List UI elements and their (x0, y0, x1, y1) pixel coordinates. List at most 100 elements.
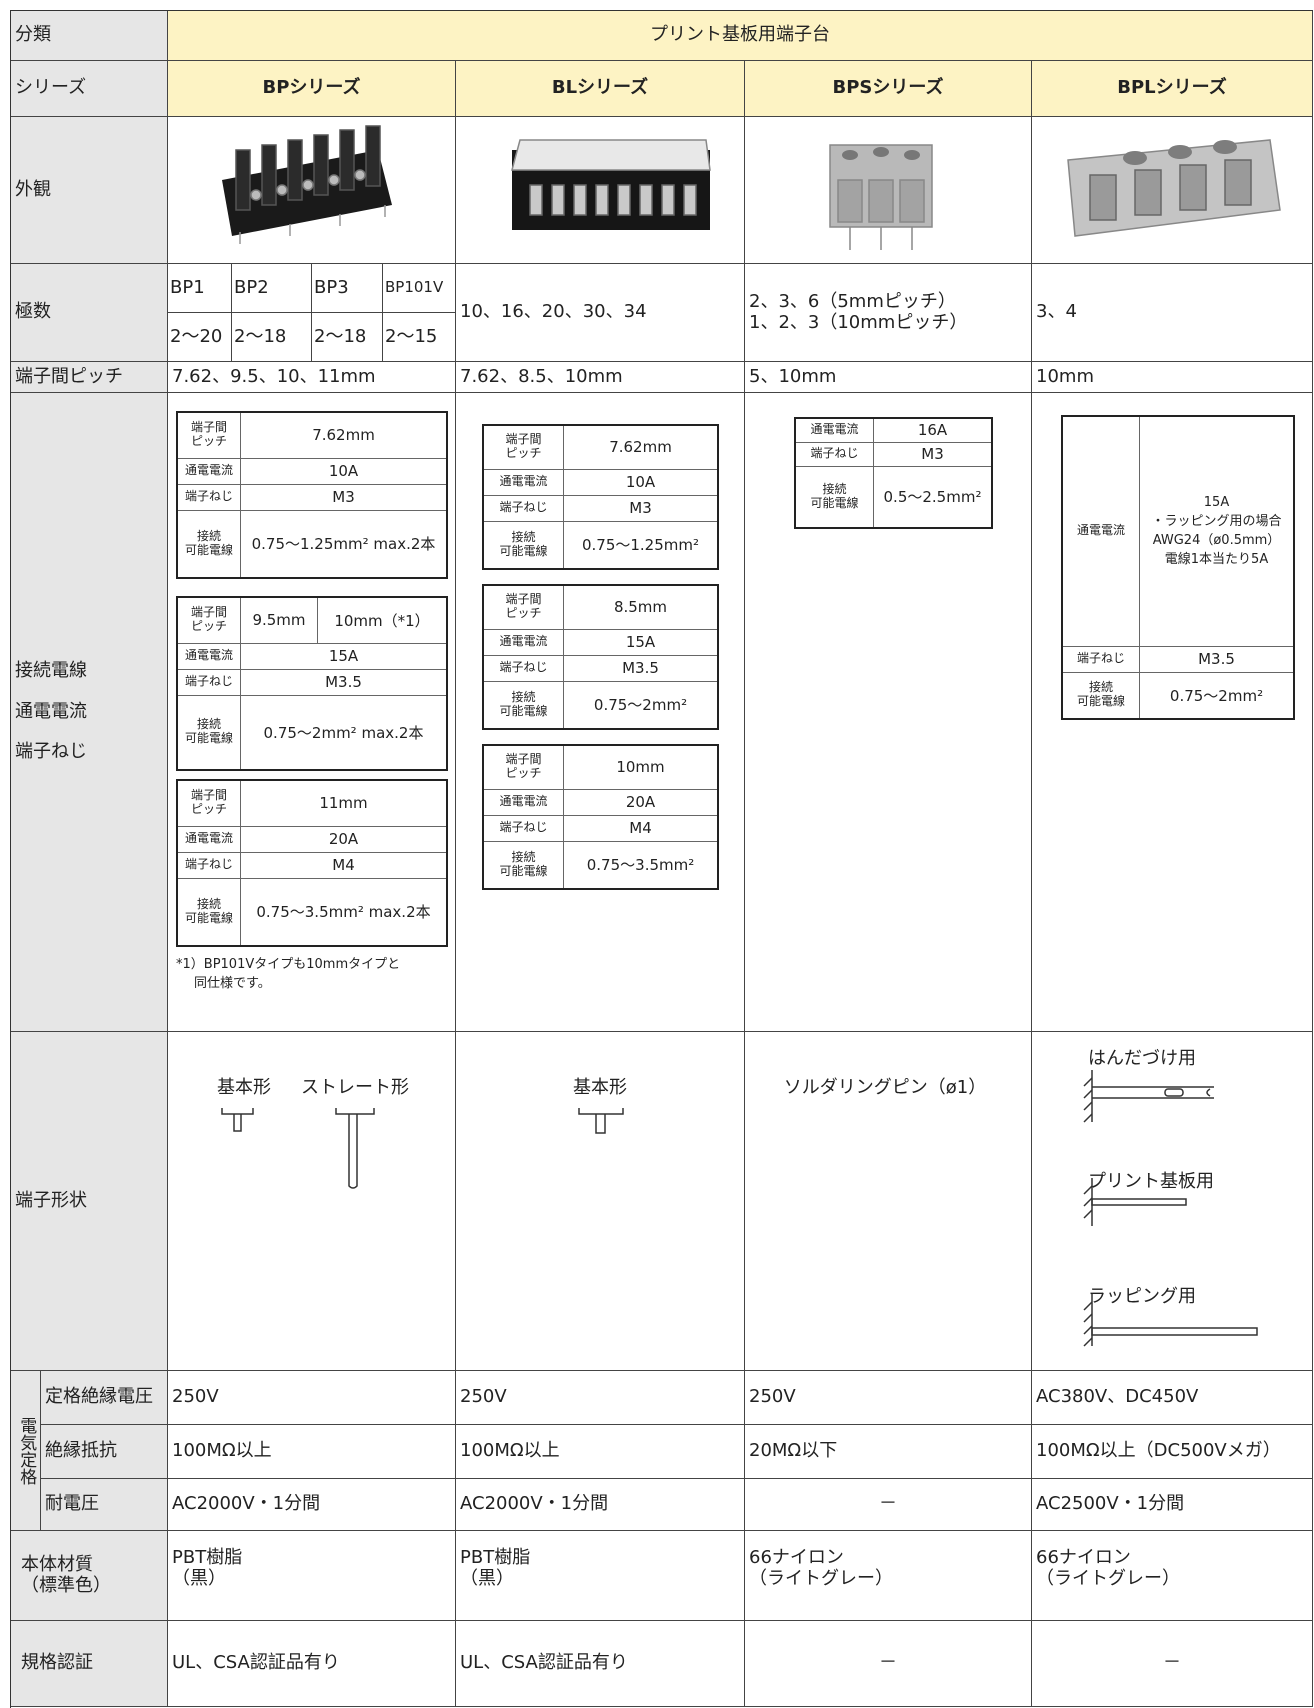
spec-value-text: 10mm (616, 758, 665, 777)
label-text: 通電電流 (15, 700, 87, 722)
label-text: 端子間ピッチ (15, 365, 123, 387)
spec-label-text-line: ピッチ (190, 802, 227, 817)
spec-label: 接続 可能電線 (1061, 671, 1140, 720)
spec-row: 端子ねじ M3 (794, 441, 993, 467)
label-text: 極数 (15, 301, 51, 323)
value-cell: 100MΩ以上 (168, 1425, 456, 1479)
spec-value-text: 10A (328, 462, 359, 480)
spec-label-text-line: 可能電線 (499, 543, 548, 558)
series-name: BPシリーズ (262, 77, 361, 99)
value-cell: 100MΩ以上（DC500Vメガ） (1032, 1425, 1313, 1479)
spec-value-text-line: ・ラッピング用の場合 (1151, 514, 1282, 530)
spec-value-text: M3 (921, 445, 944, 463)
spec-value: 9.5mm (240, 596, 318, 644)
spec-value: 0.75〜2mm² max.2本 (240, 694, 448, 771)
spec-label-text: 端子ねじ (810, 446, 859, 461)
spec-table: 端子間 ピッチ 7.62mm 通電電流 10A 端子ねじ M3 接続 可能電線 0.75〜1.25… (176, 411, 448, 579)
spec-label: 端子ねじ (482, 654, 564, 682)
spec-label: 端子ねじ (176, 851, 241, 879)
spec-row: 通電電流 16A (794, 417, 993, 443)
spec-row: 通電電流 15A (482, 628, 719, 656)
spec-label-text-line: 接続 (196, 528, 221, 543)
spec-row: 通電電流 10A (176, 457, 448, 485)
value-cell: 66ナイロン （ライトグレー） (1032, 1531, 1313, 1621)
pole-range-text: 2〜18 (234, 325, 287, 347)
value-cell: － (1032, 1621, 1313, 1707)
spec-value: 0.5〜2.5mm² (873, 465, 993, 529)
series-header: BLシリーズ (456, 61, 745, 117)
pitch-cell: 7.62、9.5、10、11mm (168, 362, 456, 393)
spec-row: 通電電流 20A (176, 825, 448, 853)
value-text-line: PBT樹脂 (172, 1546, 243, 1568)
spec-row: 端子間 ピッチ 7.62mm (482, 424, 719, 470)
spec-label-text-line: 端子間 (505, 592, 542, 607)
value-cell: UL、CSA認証品有り (168, 1621, 456, 1707)
value-cell: 250V (745, 1371, 1032, 1425)
spec-label-text-line: 可能電線 (184, 910, 233, 925)
group-label-text: 電気定格 (16, 1416, 37, 1485)
value-text-line: （ライトグレー） (749, 1567, 893, 1589)
spec-label: 通電電流 (176, 457, 241, 485)
spec-value: 8.5mm (563, 584, 719, 630)
spec-row: 接続 可能電線 0.75〜3.5mm² (482, 840, 719, 890)
pole-text: 3、4 (1036, 301, 1077, 323)
spec-value-text: 16A (917, 421, 948, 440)
spec-value: M3 (873, 441, 993, 467)
label-text: 端子ねじ (15, 741, 87, 763)
spec-row: 通電電流 20A (482, 788, 719, 816)
spec-label: 端子ねじ (794, 441, 874, 467)
spec-label: 通電電流 (482, 468, 564, 496)
value-text-line: PBT樹脂 (460, 1546, 531, 1568)
spec-value-text: 8.5mm (613, 598, 668, 617)
value-text: AC380V、DC450V (1036, 1386, 1199, 1408)
spec-label: 端子間 ピッチ (176, 596, 241, 644)
spec-label: 通電電流 (1061, 415, 1140, 647)
shape-cell (456, 1032, 745, 1371)
spec-value-text: 0.75〜2mm² (593, 696, 688, 715)
value-text: AC2000V・1分間 (172, 1493, 321, 1515)
spec-row: 接続 可能電線 0.75〜2mm² max.2本 (176, 694, 448, 771)
value-text: AC2000V・1分間 (460, 1493, 609, 1515)
pole-cell: 2、3、6（5mmピッチ） 1、2、3（10mmピッチ） (745, 264, 1032, 362)
spec-value: 15A (240, 642, 448, 670)
spec-table: 端子間 ピッチ 10mm 通電電流 20A 端子ねじ M4 接続 可能電線 0.75〜3.5mm² (482, 744, 719, 890)
value-cell: AC2500V・1分間 (1032, 1479, 1313, 1531)
series-header: BPSシリーズ (745, 61, 1032, 117)
spec-value-text: 9.5mm (252, 611, 306, 630)
spec-label-text-line: 可能電線 (810, 495, 859, 510)
spec-value-text-line: 15A (1203, 495, 1230, 511)
label-text: 分類 (15, 24, 51, 46)
spec-value-text: M3 (629, 499, 652, 517)
spec-row: 接続 可能電線 0.75〜2mm² (1061, 671, 1295, 720)
spec-table: 通電電流 16A 端子ねじ M3 接続 可能電線 0.5〜2.5mm² (794, 417, 993, 529)
value-cell: PBT樹脂 （黒） (456, 1531, 745, 1621)
spec-label: 通電電流 (482, 788, 564, 816)
pole-range: 2〜18 (312, 313, 383, 362)
value-text: UL、CSA認証品有り (460, 1652, 628, 1674)
shape-label: ソルダリングピン（ø1） (783, 1077, 987, 1098)
spec-label-text-line: 端子間 (505, 752, 542, 767)
pitch-text: 10mm (1036, 365, 1094, 387)
spec-value-text-line: AWG24（ø0.5mm） (1152, 533, 1281, 549)
spec-value: M3.5 (563, 654, 719, 682)
pole-text-line: 2、3、6（5mmピッチ） (749, 290, 956, 312)
spec-label-text-line: 可能電線 (499, 863, 548, 878)
spec-value: 7.62mm (563, 424, 719, 470)
label-text-line: 本体材質 (21, 1553, 93, 1575)
series-header: BPシリーズ (168, 61, 456, 117)
spec-row: 端子間 ピッチ 8.5mm (482, 584, 719, 630)
value-cell: AC2000V・1分間 (456, 1479, 745, 1531)
spec-label-text: 端子ねじ (499, 660, 548, 675)
spec-label: 接続 可能電線 (482, 680, 564, 730)
spec-label: 端子ねじ (1061, 645, 1140, 673)
spec-value-text: M4 (332, 856, 355, 874)
spec-label-text: 端子ねじ (184, 857, 233, 872)
spec-label-text: 端子ねじ (499, 500, 548, 515)
value-cell: 20MΩ以下 (745, 1425, 1032, 1479)
value-text: 100MΩ以上 (172, 1440, 272, 1462)
value-text: AC2500V・1分間 (1036, 1493, 1185, 1515)
pitch-cell: 10mm (1032, 362, 1313, 393)
spec-label-text-line: ピッチ (505, 766, 542, 781)
photo-cell (456, 117, 745, 264)
spec-label-text: 通電電流 (184, 463, 233, 478)
